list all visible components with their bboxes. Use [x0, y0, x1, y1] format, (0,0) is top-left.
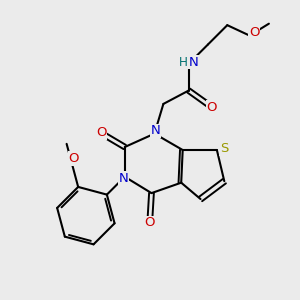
Text: O: O [145, 216, 155, 229]
Text: N: N [189, 56, 199, 69]
Text: O: O [206, 101, 217, 114]
Text: S: S [220, 142, 229, 155]
Text: N: N [118, 172, 128, 185]
Text: O: O [68, 152, 79, 165]
Text: O: O [249, 26, 259, 39]
Text: N: N [151, 124, 161, 137]
Text: H: H [179, 56, 188, 69]
Text: O: O [96, 126, 107, 139]
